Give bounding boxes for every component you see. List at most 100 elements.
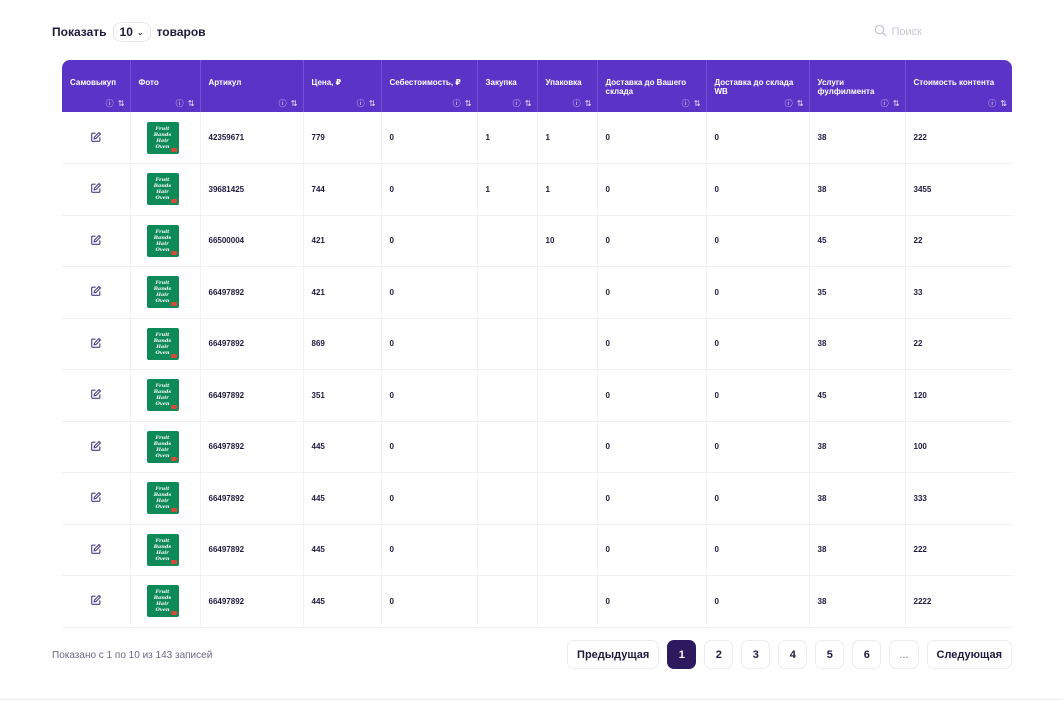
column-header[interactable]: Доставка до склада WB ⓘ ⇅ (706, 60, 810, 112)
cell-fulfillment: 38 (809, 524, 906, 576)
info-sort-icon[interactable]: ⓘ ⇅ (105, 98, 126, 108)
cell-price: 869 (303, 318, 382, 370)
edit-icon[interactable] (90, 183, 102, 196)
product-thumbnail[interactable]: Fruit Bands Hair Oven (146, 482, 179, 515)
column-header-label: Закупка (485, 78, 517, 87)
page-size-value: 10 (119, 25, 133, 39)
product-thumbnail[interactable]: Fruit Bands Hair Oven (146, 533, 179, 566)
info-sort-icon[interactable]: ⓘ ⇅ (681, 98, 702, 108)
cell-content: 3455 (905, 163, 1012, 216)
product-thumbnail[interactable]: Fruit Bands Hair Oven (146, 327, 179, 360)
table-row: Fruit Bands Hair Oven 66497892 421 0 0 0 35 33 (62, 266, 1012, 319)
cell-price: 445 (303, 472, 382, 525)
cell-packing: 1 (537, 112, 598, 164)
next-page-button[interactable]: Следующая (926, 640, 1012, 669)
column-header[interactable]: Стоимость контента ⓘ ⇅ (905, 60, 1012, 112)
cell-delivery-wb: 0 (706, 575, 810, 628)
self-purchase-cell (62, 472, 131, 525)
self-purchase-cell (62, 215, 131, 267)
photo-cell: Fruit Bands Hair Oven (130, 215, 201, 267)
cell-fulfillment: 38 (809, 472, 906, 525)
cell-purchase (477, 266, 538, 319)
cell-delivery-own: 0 (597, 318, 707, 370)
edit-icon[interactable] (90, 543, 102, 557)
cell-article: 39681425 (200, 163, 304, 216)
cell-content: 100 (905, 421, 1012, 473)
page-size-select[interactable]: 10 ⌄ (112, 22, 151, 42)
page-button[interactable]: 4 (778, 640, 808, 669)
column-header-label: Доставка до склада WB (714, 78, 794, 97)
column-header[interactable]: Услуги фулфилмента ⓘ ⇅ (809, 60, 906, 112)
product-thumbnail[interactable]: Fruit Bands Hair Oven (146, 585, 179, 618)
edit-icon[interactable] (90, 492, 102, 505)
cell-price: 445 (303, 421, 382, 473)
page-button[interactable]: 2 (704, 640, 734, 669)
edit-icon[interactable] (90, 234, 102, 248)
cell-delivery-own: 0 (597, 215, 707, 267)
table-header-row: Самовыкуп ⓘ ⇅ Фото ⓘ ⇅ Артикул ⓘ ⇅ Цена, ₽ ⓘ ⇅ С… (62, 60, 1012, 112)
info-sort-icon[interactable]: ⓘ ⇅ (572, 98, 593, 108)
cell-article: 66497892 (200, 421, 304, 473)
thumbnail-text: Fruit Bands Hair Oven (153, 125, 172, 150)
prev-page-button[interactable]: Предыдущая (567, 640, 660, 669)
cell-delivery-own: 0 (597, 472, 707, 525)
page-button[interactable]: 5 (815, 640, 845, 669)
thumbnail-text: Fruit Bands Hair Oven (153, 434, 172, 459)
edit-icon[interactable] (90, 595, 102, 608)
table-row: Fruit Bands Hair Oven 66497892 445 0 0 0 38 222… (62, 575, 1012, 628)
column-header[interactable]: Упаковка ⓘ ⇅ (537, 60, 598, 112)
info-sort-icon[interactable]: ⓘ ⇅ (512, 98, 533, 108)
column-header[interactable]: Себестоимость, ₽ ⓘ ⇅ (381, 60, 478, 112)
cell-cost: 0 (381, 215, 478, 267)
cell-delivery-own: 0 (597, 524, 707, 576)
product-thumbnail[interactable]: Fruit Bands Hair Oven (146, 173, 179, 206)
search-input[interactable]: Поиск (874, 22, 922, 42)
thumbnail-text: Fruit Bands Hair Oven (153, 280, 172, 305)
photo-cell: Fruit Bands Hair Oven (130, 266, 201, 319)
column-header[interactable]: Доставка до Вашего склада ⓘ ⇅ (597, 60, 707, 112)
cell-purchase (477, 421, 538, 473)
column-header[interactable]: Фото ⓘ ⇅ (130, 60, 201, 112)
table-row: Fruit Bands Hair Oven 66497892 351 0 0 0 45 120 (62, 369, 1012, 422)
self-purchase-cell (62, 266, 131, 319)
column-header[interactable]: Закупка ⓘ ⇅ (477, 60, 538, 112)
cell-delivery-wb: 0 (706, 163, 810, 216)
cell-fulfillment: 38 (809, 112, 906, 164)
cell-price: 421 (303, 266, 382, 319)
product-thumbnail[interactable]: Fruit Bands Hair Oven (146, 224, 179, 257)
page-button[interactable]: 6 (852, 640, 882, 669)
thumbnail-text: Fruit Bands Hair Oven (153, 537, 172, 562)
product-thumbnail[interactable]: Fruit Bands Hair Oven (146, 276, 179, 309)
product-thumbnail[interactable]: Fruit Bands Hair Oven (146, 430, 179, 463)
cell-purchase (477, 472, 538, 525)
info-sort-icon[interactable]: ⓘ ⇅ (356, 98, 377, 108)
edit-icon[interactable] (90, 286, 102, 299)
info-sort-icon[interactable]: ⓘ ⇅ (880, 98, 901, 108)
items-label: товаров (156, 25, 206, 39)
info-sort-icon[interactable]: ⓘ ⇅ (988, 98, 1008, 108)
column-header[interactable]: Артикул ⓘ ⇅ (200, 60, 304, 112)
edit-icon[interactable] (90, 337, 102, 351)
column-header[interactable]: Самовыкуп ⓘ ⇅ (62, 60, 131, 112)
page-button[interactable]: 3 (741, 640, 771, 669)
cell-delivery-wb: 0 (706, 266, 810, 319)
table-row: Fruit Bands Hair Oven 39681425 744 0 1 1 0 0 38 3… (62, 163, 1012, 216)
info-sort-icon[interactable]: ⓘ ⇅ (278, 98, 299, 108)
info-sort-icon[interactable]: ⓘ ⇅ (784, 98, 805, 108)
table-controls: Показать 10 ⌄ товаров Поиск (52, 22, 1012, 42)
edit-icon[interactable] (90, 440, 102, 454)
info-sort-icon[interactable]: ⓘ ⇅ (452, 98, 473, 108)
product-thumbnail[interactable]: Fruit Bands Hair Oven (146, 379, 179, 412)
cell-cost: 0 (381, 112, 478, 164)
edit-icon[interactable] (90, 131, 102, 145)
column-header[interactable]: Цена, ₽ ⓘ ⇅ (303, 60, 382, 112)
cell-purchase: 1 (477, 163, 538, 216)
cell-delivery-wb: 0 (706, 369, 810, 422)
page-button[interactable]: 1 (667, 640, 697, 669)
cell-content: 22 (905, 215, 1012, 267)
edit-icon[interactable] (90, 389, 102, 402)
cell-article: 66497892 (200, 318, 304, 370)
info-sort-icon[interactable]: ⓘ ⇅ (175, 98, 196, 108)
product-thumbnail[interactable]: Fruit Bands Hair Oven (146, 121, 179, 154)
